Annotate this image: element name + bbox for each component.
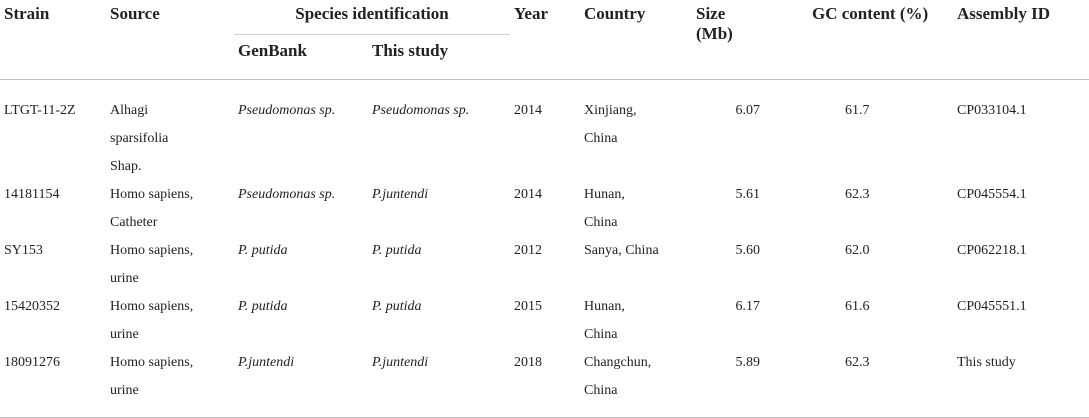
cell-genbank: Pseudomonas sp. xyxy=(238,103,336,118)
header-gc-content: GC content (%) xyxy=(812,4,929,23)
cell-year: 2012 xyxy=(514,243,542,258)
cell-source: Homo sapiens, Catheter xyxy=(110,181,234,237)
cell-source: Homo sapiens, urine xyxy=(110,237,234,293)
cell-gc: 61.7 xyxy=(845,103,870,118)
header-genbank: GenBank xyxy=(238,41,307,60)
cell-genbank: P. putida xyxy=(238,299,288,314)
cell-assembly: CP045551.1 xyxy=(957,299,1027,314)
cell-genbank: P.juntendi xyxy=(234,349,368,418)
table-row: 15420352 Homo sapiens, urine P. putida P.… xyxy=(0,293,1089,349)
country-line: China xyxy=(584,327,618,342)
country-line: China xyxy=(584,131,618,146)
cell-genbank: Pseudomonas sp. xyxy=(238,187,336,202)
cell-country: Changchun, China xyxy=(584,349,688,418)
source-line: urine xyxy=(110,271,139,286)
header-year: Year xyxy=(514,4,548,23)
cell-strain: 15420352 xyxy=(4,299,60,314)
source-line: Homo sapiens, xyxy=(110,243,194,258)
cell-genbank: P. putida xyxy=(238,243,288,258)
cell-country: Xinjiang, China xyxy=(584,97,688,181)
country-line: China xyxy=(584,383,618,398)
cell-assembly: CP033104.1 xyxy=(957,103,1027,118)
cell-country: Hunan, China xyxy=(584,181,688,237)
cell-country: Hunan, China xyxy=(584,293,688,349)
source-line: sparsifolia xyxy=(110,131,169,146)
header-this-study: This study xyxy=(372,41,449,60)
source-line: Homo sapiens, xyxy=(110,187,194,202)
source-line: Homo sapiens, xyxy=(110,299,194,314)
source-line: Catheter xyxy=(110,215,158,230)
country-line: Sanya, China xyxy=(584,243,659,258)
cell-gc: 62.0 xyxy=(845,243,870,258)
cell-strain: 18091276 xyxy=(0,349,110,418)
source-line: urine xyxy=(110,383,139,398)
country-line: Hunan, xyxy=(584,299,625,314)
table-row: 18091276 Homo sapiens, urine P.juntendi P… xyxy=(0,349,1089,418)
cell-this-study: P. putida xyxy=(372,243,422,258)
cell-this-study: P.juntendi xyxy=(368,349,510,418)
cell-year: 2014 xyxy=(514,187,542,202)
source-line: Homo sapiens, xyxy=(110,355,194,370)
cell-assembly: CP062218.1 xyxy=(957,243,1027,258)
cell-strain: SY153 xyxy=(4,243,43,258)
cell-size: 5.61 xyxy=(735,187,761,202)
cell-source: Homo sapiens, urine xyxy=(110,293,234,349)
cell-source: Alhagi sparsifolia Shap. xyxy=(110,97,234,181)
cell-gc: 62.3 xyxy=(845,187,870,202)
header-size: Size (Mb) xyxy=(696,4,733,43)
cell-gc: 62.3 xyxy=(760,349,953,418)
cell-assembly: This study xyxy=(953,349,1089,418)
cell-this-study: P.juntendi xyxy=(372,187,429,202)
header-assembly-id: Assembly ID xyxy=(957,4,1051,23)
header-country: Country xyxy=(584,4,646,23)
cell-strain: LTGT-11-2Z xyxy=(4,103,76,118)
country-line: Hunan, xyxy=(584,187,625,202)
table-body: LTGT-11-2Z Alhagi sparsifolia Shap. Pseudo… xyxy=(0,80,1089,418)
source-line: Shap. xyxy=(110,159,142,174)
cell-size: 5.60 xyxy=(735,243,761,258)
header-species-identification: Species identification xyxy=(234,0,510,35)
table-row: 14181154 Homo sapiens, Catheter Pseudomon… xyxy=(0,181,1089,237)
cell-country: Sanya, China xyxy=(584,237,688,293)
cell-source: Homo sapiens, urine xyxy=(110,349,234,418)
country-line: Xinjiang, xyxy=(584,103,637,118)
cell-this-study: Pseudomonas sp. xyxy=(372,103,470,118)
table-header: Strain Source Species identification Yea… xyxy=(0,0,1089,80)
source-line: Alhagi xyxy=(110,103,149,118)
cell-size: 5.89 xyxy=(688,349,760,418)
cell-assembly: CP045554.1 xyxy=(957,187,1027,202)
cell-year: 2018 xyxy=(510,349,584,418)
cell-size: 6.07 xyxy=(735,103,761,118)
source-line: urine xyxy=(110,327,139,342)
country-line: Changchun, xyxy=(584,355,652,370)
country-line: China xyxy=(584,215,618,230)
table-row: SY153 Homo sapiens, urine P. putida P. pu… xyxy=(0,237,1089,293)
header-source: Source xyxy=(110,4,160,23)
cell-this-study: P. putida xyxy=(372,299,422,314)
cell-gc: 61.6 xyxy=(845,299,870,314)
cell-year: 2015 xyxy=(514,299,542,314)
table-row: LTGT-11-2Z Alhagi sparsifolia Shap. Pseudo… xyxy=(0,97,1089,181)
cell-year: 2014 xyxy=(514,103,542,118)
cell-strain: 14181154 xyxy=(4,187,60,202)
header-strain: Strain xyxy=(4,4,50,23)
cell-size: 6.17 xyxy=(735,299,761,314)
